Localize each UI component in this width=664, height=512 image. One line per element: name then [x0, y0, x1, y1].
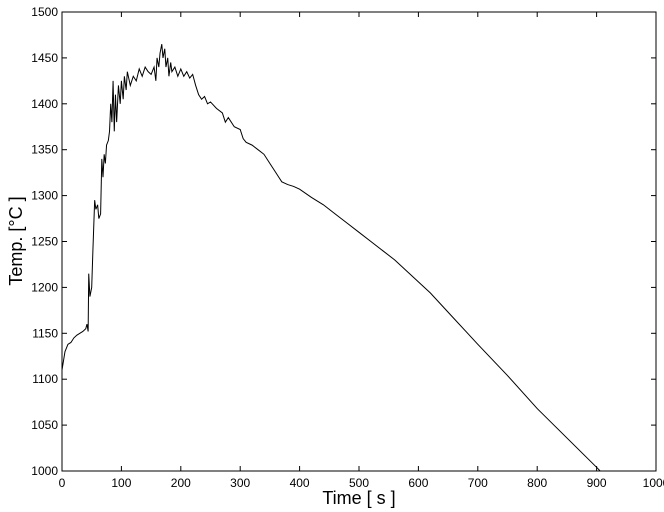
plot-frame — [61, 11, 657, 472]
data-line — [61, 44, 601, 472]
x-tick-label: 900 — [587, 476, 607, 490]
y-tick-label: 1000 — [31, 464, 58, 478]
x-tick-label: 300 — [230, 476, 250, 490]
x-tick-label: 0 — [59, 476, 66, 490]
y-tick-label: 1450 — [31, 51, 58, 65]
x-tick-label: 1000 — [643, 476, 664, 490]
x-axis-label: Time [ s ] — [322, 488, 395, 508]
x-tick-label: 100 — [111, 476, 131, 490]
x-tick-label: 600 — [408, 476, 428, 490]
y-tick-label: 1050 — [31, 418, 58, 432]
y-tick-label: 1200 — [31, 280, 58, 294]
y-tick-label: 1300 — [31, 189, 58, 203]
x-tick-label: 500 — [349, 476, 369, 490]
y-tick-label: 1150 — [32, 326, 58, 340]
y-tick-label: 1400 — [31, 97, 58, 111]
x-tick-label: 700 — [468, 476, 488, 490]
x-tick-label: 800 — [527, 476, 547, 490]
x-tick-label: 200 — [171, 476, 191, 490]
y-tick-label: 1500 — [31, 5, 58, 19]
y-tick-label: 1350 — [31, 143, 58, 157]
y-tick-label: 1100 — [32, 372, 58, 386]
y-axis-label: Temp. [°C ] — [6, 196, 26, 285]
y-tick-label: 1250 — [31, 235, 58, 249]
x-tick-label: 400 — [290, 476, 310, 490]
